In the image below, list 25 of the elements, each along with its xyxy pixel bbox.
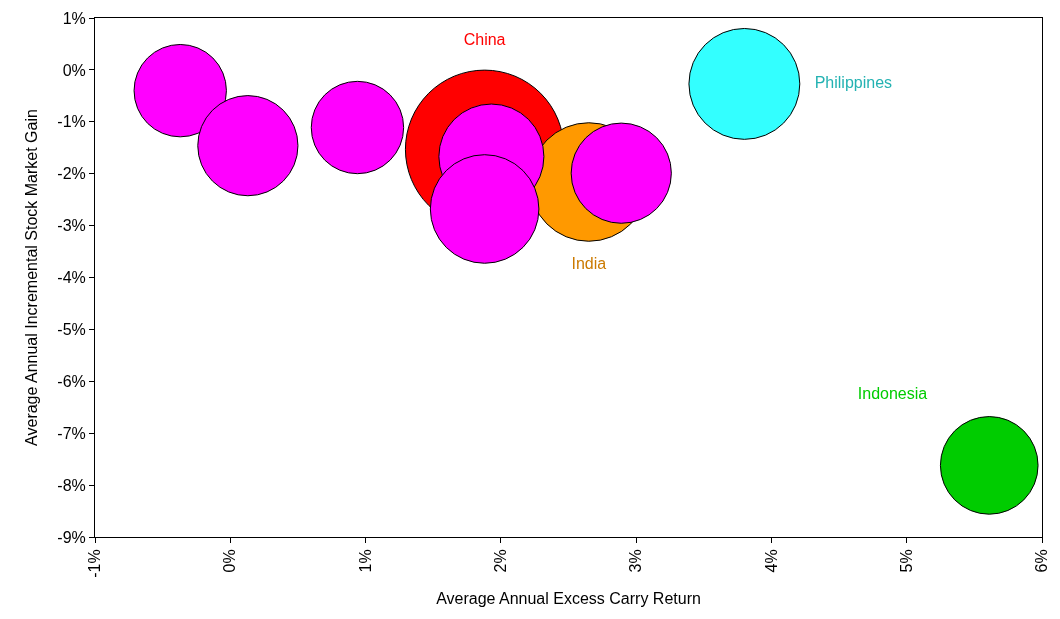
series-label: China: [463, 31, 506, 49]
y-tick-label: -1%: [57, 113, 86, 131]
text: Indonesia: [857, 385, 928, 403]
y-tick-label: -7%: [57, 424, 86, 442]
y-axis-title: Average Annual Incremental Stock Market Gain: [23, 109, 41, 446]
series-label: India: [571, 255, 607, 273]
x-axis-title: Average Annual Excess Carry Return: [436, 589, 701, 607]
y-tick-label: -9%: [57, 528, 86, 546]
x-tick-label: 5%: [897, 549, 915, 573]
x-tick-label: 4%: [762, 549, 780, 573]
x-tick-label: 3%: [627, 549, 645, 573]
x-tick-label: 1%: [356, 549, 374, 573]
y-tick-label: 1%: [62, 9, 86, 27]
y-tick-label: -4%: [57, 269, 86, 287]
x-tick-label: -1%: [86, 549, 104, 578]
y-tick-label: -6%: [57, 372, 86, 390]
x-tick-label: 0%: [221, 549, 239, 573]
y-tick-label: 0%: [62, 61, 86, 79]
y-tick-label: -5%: [57, 321, 86, 338]
x-tick-label: 6%: [1033, 549, 1051, 573]
y-tick-label: -2%: [57, 165, 86, 183]
series-label: Philippines: [814, 73, 893, 91]
y-tick-label: -8%: [57, 476, 86, 494]
x-tick-label: 2%: [492, 549, 510, 573]
y-tick-label: -3%: [57, 217, 86, 235]
